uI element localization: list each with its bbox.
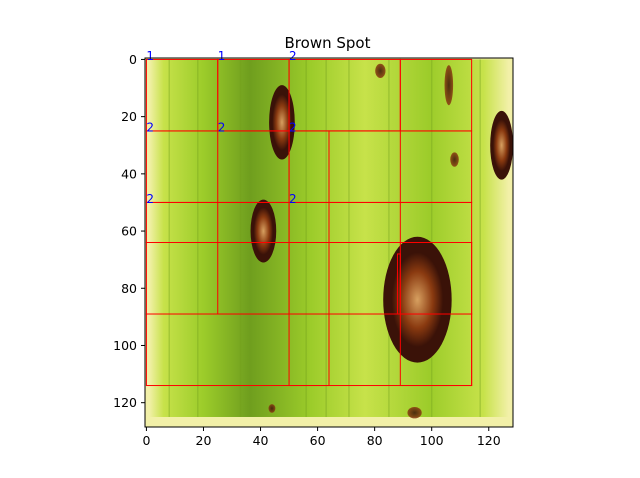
y-tick-label: 60: [121, 224, 137, 239]
lesion-spot: [407, 406, 422, 419]
x-tick-label: 100: [420, 433, 444, 448]
grid-cell-label: 2: [289, 120, 297, 134]
grid-labels: 1 1 2 2 2 2 2 2: [146, 49, 296, 206]
grid-cell-label: 1: [218, 49, 226, 63]
chart-title: Brown Spot: [285, 34, 371, 52]
grid-overlay: [145, 58, 473, 387]
lesion-spot: [375, 63, 386, 79]
lesion-spot: [269, 85, 295, 160]
y-tick-label: 120: [113, 395, 137, 410]
x-tick-label: 40: [253, 433, 269, 448]
lesion-spot: [444, 65, 454, 106]
grid-cell-label: 2: [146, 120, 154, 134]
x-tick-label: 0: [142, 433, 150, 448]
lesion-spot: [490, 110, 513, 180]
x-tick-label: 20: [196, 433, 212, 448]
x-tick-label: 120: [477, 433, 501, 448]
x-tick-label: 80: [367, 433, 383, 448]
lesion-spot: [383, 236, 452, 363]
lesion-spot: [268, 404, 276, 413]
grid-cell-label: 2: [289, 49, 297, 63]
grid-cell-label: 2: [146, 192, 154, 206]
grid-cell-label: 2: [289, 192, 297, 206]
y-tick-label: 100: [113, 338, 137, 353]
y-tick-label: 0: [129, 52, 137, 67]
y-tick-label: 80: [121, 281, 137, 296]
axes-frame: [144, 57, 514, 428]
lesion-spot: [250, 199, 277, 263]
grid-cell-label: 1: [146, 49, 154, 63]
lesion-spot: [450, 152, 459, 167]
grid-box: [399, 313, 473, 387]
y-tick-label: 20: [121, 109, 137, 124]
axes: 0 20 40 60 80 100 120 0 20 40 60 80 100 120: [113, 52, 514, 448]
x-tick-label: 60: [310, 433, 326, 448]
y-tick-label: 40: [121, 166, 137, 181]
grid-cell-label: 2: [218, 120, 226, 134]
